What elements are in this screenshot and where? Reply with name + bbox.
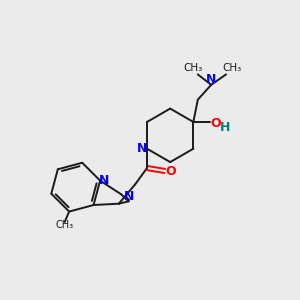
Text: N: N [124,190,134,203]
Text: CH₃: CH₃ [184,64,203,74]
Text: O: O [210,117,221,130]
Text: N: N [206,73,216,86]
Text: CH₃: CH₃ [56,220,74,230]
Text: N: N [136,142,147,155]
Text: O: O [165,164,175,178]
Text: H: H [220,121,230,134]
Text: N: N [99,174,109,187]
Text: CH₃: CH₃ [222,64,242,74]
